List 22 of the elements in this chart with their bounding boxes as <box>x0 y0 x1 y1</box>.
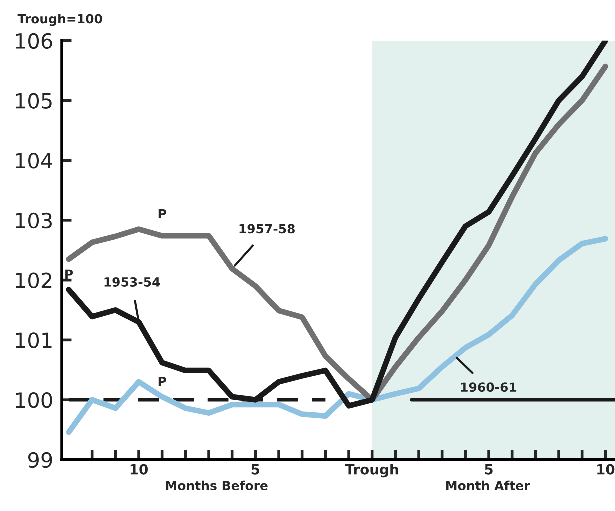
y-tick-label: 103 <box>16 212 52 229</box>
text: Months Before <box>166 480 268 491</box>
y-tick-label: 104 <box>16 153 52 169</box>
y-tick-label: 101 <box>16 332 52 348</box>
x-tick-label: Trough <box>345 464 398 478</box>
x-tick-label: 5 <box>485 464 493 475</box>
y-axis-title: Trough=100 <box>18 14 102 26</box>
y-tick-label: 100 <box>16 392 52 408</box>
x-tick-label: 10 <box>598 464 615 475</box>
annotation: P <box>66 270 74 279</box>
annotation: 1957-58 <box>240 224 295 234</box>
annotation: 1960-61 <box>461 382 517 392</box>
y-tick-label: 99 <box>28 452 52 468</box>
annotation: P <box>158 209 166 219</box>
x-tick-label: 5 <box>252 464 260 475</box>
annotation: 1953-54 <box>104 278 160 287</box>
x-tick-label: 10 <box>130 464 148 475</box>
y-tick-label: 106 <box>16 33 52 50</box>
text: Month After <box>446 480 530 491</box>
y-tick-label: 102 <box>16 272 52 289</box>
annotation: P <box>158 377 166 386</box>
y-tick-label: 105 <box>16 93 52 109</box>
